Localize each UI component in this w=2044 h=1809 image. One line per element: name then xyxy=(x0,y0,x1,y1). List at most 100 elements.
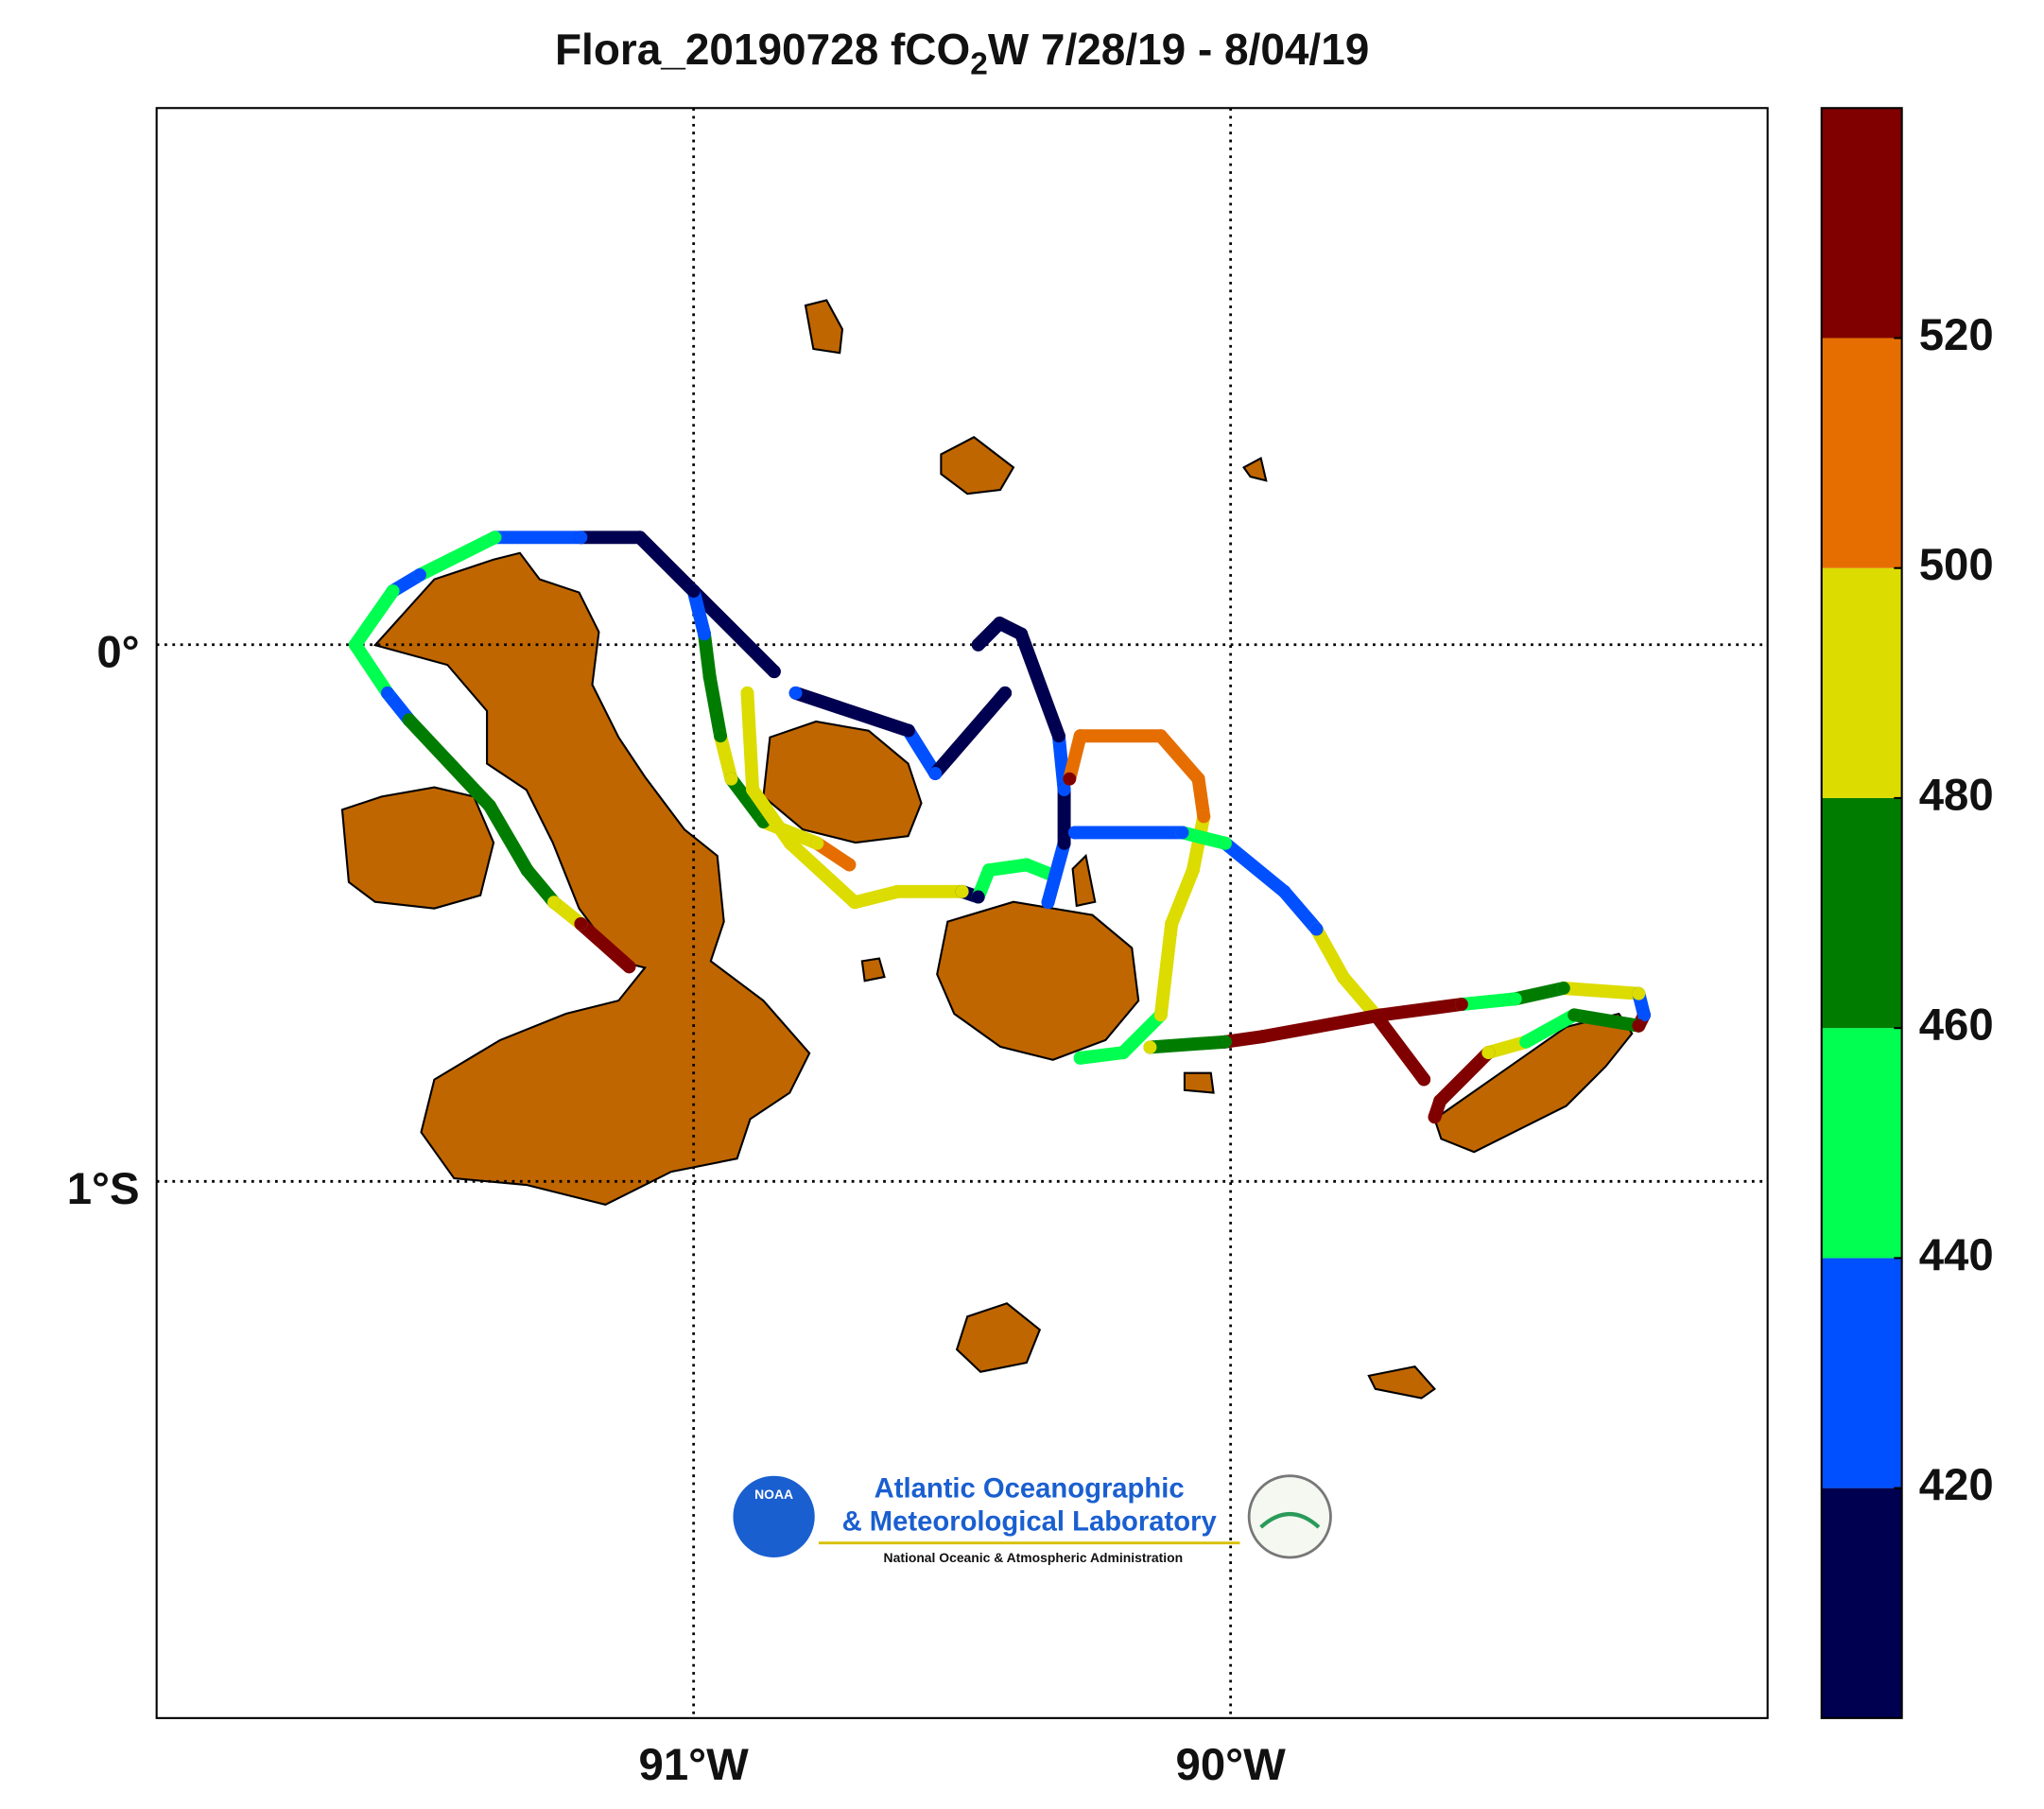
track-point xyxy=(740,686,754,700)
colorbar-band xyxy=(1821,1487,1902,1718)
track-point xyxy=(1519,1035,1533,1049)
track-point xyxy=(1197,809,1211,824)
track-point xyxy=(1632,1018,1646,1033)
track-segment xyxy=(714,729,738,786)
track-segment xyxy=(1336,970,1382,1022)
track-segment xyxy=(1153,916,1179,1022)
track-point xyxy=(848,896,862,910)
track-point xyxy=(1051,729,1065,743)
track-point xyxy=(1057,836,1071,850)
track-segment xyxy=(928,686,1013,780)
track-segment xyxy=(1256,1008,1388,1044)
track-point xyxy=(488,531,502,545)
track-point xyxy=(901,723,915,738)
islands xyxy=(340,299,1634,1400)
track-segment xyxy=(740,686,760,796)
track-point xyxy=(632,531,647,545)
track-point xyxy=(788,686,803,700)
chart-title: Flora_20190728 fCO2W 7/28/19 - 8/04/19 xyxy=(555,25,1369,82)
track-point xyxy=(1117,1046,1131,1060)
colorbar-tick-label: 460 xyxy=(1919,1000,1994,1051)
track-segment xyxy=(1143,1035,1232,1054)
colorbar-tick-label: 440 xyxy=(1919,1230,1994,1280)
track-point xyxy=(1568,1008,1582,1022)
colorbar-band xyxy=(1821,1028,1902,1259)
track-point xyxy=(622,960,636,974)
track-segment xyxy=(783,836,862,910)
track-point xyxy=(1175,826,1189,840)
track-segment xyxy=(686,584,711,641)
track-point xyxy=(702,670,717,684)
track-segment xyxy=(1073,1046,1131,1065)
logo-line: Atlantic Oceanographic xyxy=(875,1474,1185,1505)
island xyxy=(1071,853,1097,908)
track-segment xyxy=(402,713,496,813)
track-segment xyxy=(1369,1008,1431,1087)
track-point xyxy=(1632,986,1646,1000)
track-point xyxy=(1256,1030,1270,1044)
track-point xyxy=(402,713,416,727)
track-segment xyxy=(1433,1046,1496,1108)
track-point xyxy=(1057,783,1071,796)
track-segment xyxy=(348,637,394,700)
track-point xyxy=(1374,1008,1388,1022)
track-point xyxy=(1417,1072,1431,1087)
island xyxy=(1183,1071,1215,1094)
track-point xyxy=(971,890,985,904)
island xyxy=(340,786,495,910)
track-point xyxy=(1073,1051,1087,1065)
colorbar-band xyxy=(1821,108,1902,339)
island xyxy=(804,299,844,355)
oar-seal xyxy=(1247,1474,1332,1559)
track-point xyxy=(1014,627,1029,641)
track-point xyxy=(982,863,996,878)
track-point xyxy=(955,884,969,898)
track-point xyxy=(1191,772,1205,786)
island xyxy=(1433,1012,1634,1154)
track-point xyxy=(928,767,943,780)
track-segment xyxy=(1277,884,1324,936)
track-segment xyxy=(1219,836,1291,898)
track-point xyxy=(1433,1094,1447,1108)
track-point xyxy=(783,836,797,850)
track-segment xyxy=(413,531,502,582)
track-segment xyxy=(1117,1008,1168,1060)
track-point xyxy=(842,858,857,872)
track-point xyxy=(1428,1110,1442,1124)
track-point xyxy=(1508,992,1522,1006)
track-segment xyxy=(1063,729,1087,786)
track-segment xyxy=(1568,1008,1646,1033)
track-segment xyxy=(788,686,915,738)
track-point xyxy=(1556,982,1570,995)
track-segment xyxy=(1175,826,1232,850)
noaa-badge-text: NOAA xyxy=(754,1487,793,1502)
track-point xyxy=(724,772,738,786)
track-segment xyxy=(1556,982,1646,1000)
track-point xyxy=(1041,896,1055,910)
island xyxy=(940,436,1015,496)
track-point xyxy=(714,729,728,743)
track-point xyxy=(482,799,496,813)
logo-line: National Oceanic & Atmospheric Administr… xyxy=(884,1550,1184,1565)
track-point xyxy=(1153,1008,1168,1022)
colorbar-band xyxy=(1821,567,1902,798)
title-subscript: 2 xyxy=(970,47,988,82)
track-point xyxy=(1309,922,1324,936)
colorbar-band xyxy=(1821,797,1902,1029)
track-point xyxy=(574,916,588,931)
island xyxy=(1242,456,1268,482)
logo: NOAA Atlantic Oceanographic & Meteorolog… xyxy=(733,1474,1332,1565)
track-segment xyxy=(746,783,797,850)
track-point xyxy=(1219,1035,1232,1049)
track-point xyxy=(386,584,400,598)
island xyxy=(860,957,886,983)
track-point xyxy=(547,896,561,910)
noaa-badge xyxy=(733,1475,815,1558)
track-point xyxy=(746,783,760,796)
track-point xyxy=(1277,884,1291,898)
colorbar-tick-label: 480 xyxy=(1919,770,1994,820)
track-point xyxy=(1165,916,1179,931)
track-segment xyxy=(1165,863,1200,931)
